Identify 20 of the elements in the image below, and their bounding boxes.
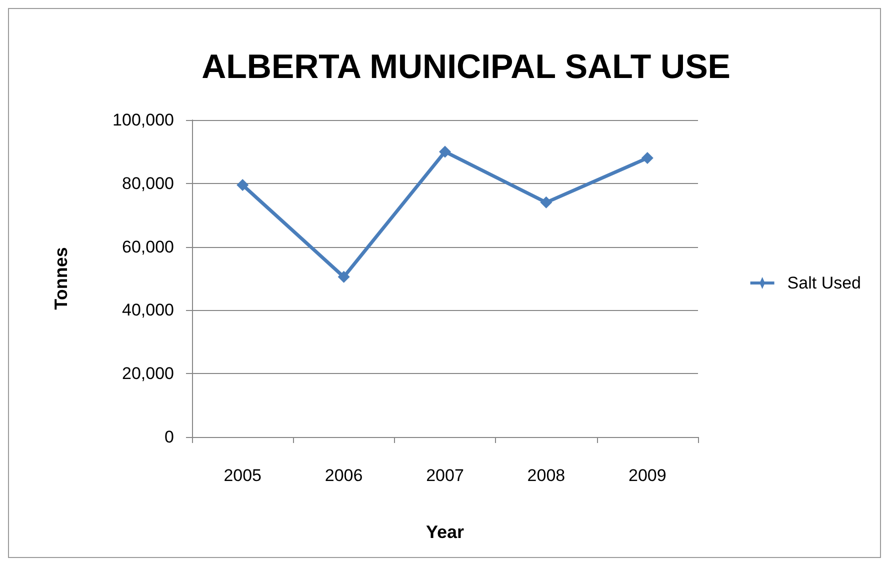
point [236, 178, 249, 191]
y-tick-label: 20,000 [122, 364, 174, 384]
legend-label: Salt Used [787, 274, 861, 292]
y-tick-label: 40,000 [122, 300, 174, 320]
point [540, 196, 552, 208]
point [439, 146, 451, 158]
y-tick-label: 80,000 [122, 174, 174, 193]
x-tick-label: 2005 [224, 466, 262, 485]
x-tick-label: 2009 [628, 466, 666, 485]
x-axis-title: Year [426, 522, 464, 542]
x-tick-label: 2007 [426, 466, 464, 485]
y-tick-label: 60,000 [122, 237, 174, 256]
point [641, 152, 654, 164]
x-tick-label: 2006 [324, 466, 363, 485]
y-tick-label: 0 [164, 428, 174, 446]
point [338, 270, 350, 283]
y-tick-label: 100,000 [112, 110, 174, 130]
x-tick-label: 2008 [527, 466, 566, 485]
chart-title: ALBERTA MUNICIPAL SALT USE [202, 48, 730, 86]
y-axis-title: Tonnes [51, 247, 71, 310]
